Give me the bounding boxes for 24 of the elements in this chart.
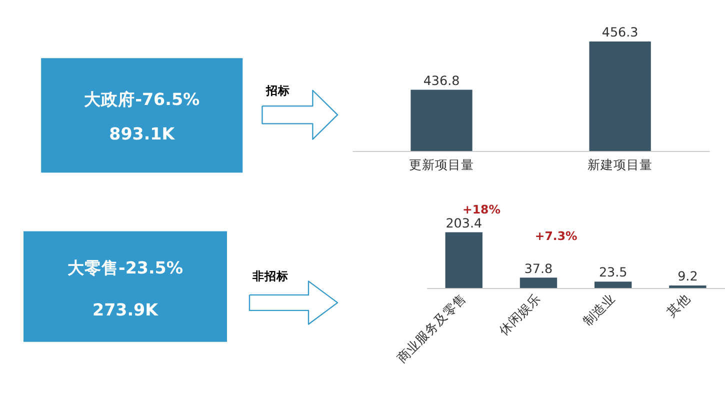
- bar: [445, 232, 482, 288]
- text: +18%: [462, 202, 501, 217]
- x-tick-label: 新建项目量: [588, 157, 653, 172]
- bar: [520, 278, 558, 288]
- x-tick-label: 制造业: [580, 290, 618, 329]
- text: 大零售-23.5%: [67, 258, 184, 278]
- data-label: 436.8: [423, 72, 460, 88]
- bar: [669, 286, 706, 288]
- text: 893.1K: [109, 124, 176, 144]
- text: 273.9K: [92, 300, 160, 320]
- data-label: 9.2: [678, 268, 698, 284]
- x-tick-label: 休闲娱乐: [496, 290, 544, 338]
- bar: [594, 282, 632, 288]
- text: 非招标: [251, 269, 288, 284]
- x-tick-label: 其他: [664, 290, 693, 320]
- data-label: 456.3: [602, 24, 638, 40]
- text: 招标: [265, 83, 290, 98]
- x-tick-label: 商业服务及零售: [394, 290, 469, 366]
- annotation: +7.3%: [534, 229, 578, 244]
- data-label: 37.8: [524, 260, 553, 276]
- data-label: 203.4: [446, 215, 482, 230]
- x-tick-label: 更新项目量: [409, 157, 474, 172]
- text: 大政府-76.5%: [84, 90, 200, 110]
- data-label: 23.5: [598, 264, 628, 280]
